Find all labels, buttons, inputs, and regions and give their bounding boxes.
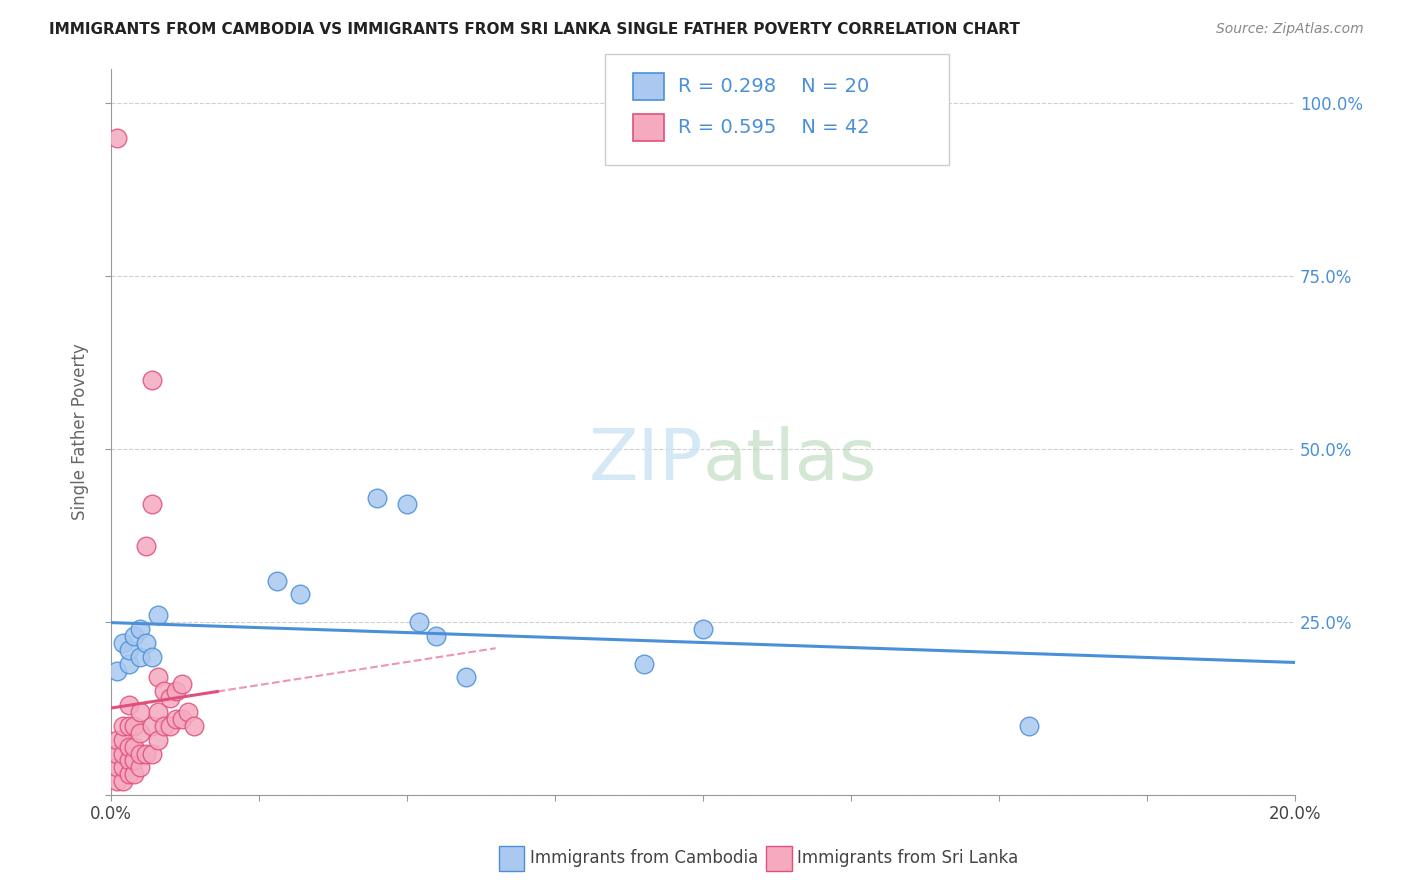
Point: [454, 670, 477, 684]
Point: [117, 642, 139, 657]
Point: [141, 373, 163, 387]
Point: [633, 657, 655, 671]
Point: [117, 767, 139, 781]
Point: [165, 684, 187, 698]
Point: [124, 719, 146, 733]
Point: [141, 747, 163, 761]
Point: [408, 615, 430, 629]
Point: [1018, 719, 1040, 733]
Point: [111, 732, 134, 747]
Text: Source: ZipAtlas.com: Source: ZipAtlas.com: [1216, 22, 1364, 37]
Point: [159, 719, 181, 733]
Text: R = 0.595    N = 42: R = 0.595 N = 42: [678, 118, 869, 137]
Point: [111, 774, 134, 789]
Y-axis label: Single Father Poverty: Single Father Poverty: [72, 343, 89, 520]
Point: [117, 719, 139, 733]
Point: [111, 636, 134, 650]
Point: [117, 754, 139, 768]
Point: [183, 719, 205, 733]
Text: Immigrants from Sri Lanka: Immigrants from Sri Lanka: [797, 849, 1018, 867]
Point: [146, 732, 169, 747]
Point: [170, 712, 193, 726]
Point: [129, 747, 152, 761]
Point: [129, 760, 152, 774]
Point: [117, 739, 139, 754]
Point: [124, 754, 146, 768]
Text: R = 0.298    N = 20: R = 0.298 N = 20: [678, 77, 869, 96]
Point: [135, 747, 157, 761]
Point: [141, 719, 163, 733]
Point: [129, 649, 152, 664]
Point: [290, 587, 312, 601]
Point: [146, 705, 169, 719]
Point: [165, 712, 187, 726]
Text: Immigrants from Cambodia: Immigrants from Cambodia: [530, 849, 758, 867]
Point: [135, 539, 157, 553]
Point: [141, 649, 163, 664]
Point: [124, 767, 146, 781]
Point: [105, 732, 128, 747]
Point: [117, 698, 139, 712]
Point: [141, 498, 163, 512]
Point: [135, 636, 157, 650]
Point: [105, 130, 128, 145]
Point: [105, 774, 128, 789]
Point: [146, 670, 169, 684]
Point: [129, 726, 152, 740]
Point: [266, 574, 288, 588]
Point: [105, 747, 128, 761]
Point: [146, 608, 169, 623]
Point: [177, 705, 200, 719]
Point: [124, 629, 146, 643]
Point: [425, 629, 447, 643]
Point: [153, 719, 176, 733]
Text: atlas: atlas: [703, 426, 877, 495]
Point: [395, 498, 418, 512]
Point: [105, 664, 128, 678]
Point: [105, 760, 128, 774]
Point: [111, 719, 134, 733]
Point: [111, 760, 134, 774]
Point: [170, 677, 193, 691]
Point: [159, 691, 181, 706]
Point: [366, 491, 388, 505]
Point: [111, 747, 134, 761]
Text: IMMIGRANTS FROM CAMBODIA VS IMMIGRANTS FROM SRI LANKA SINGLE FATHER POVERTY CORR: IMMIGRANTS FROM CAMBODIA VS IMMIGRANTS F…: [49, 22, 1021, 37]
Point: [117, 657, 139, 671]
Point: [124, 739, 146, 754]
Point: [153, 684, 176, 698]
Point: [129, 705, 152, 719]
Text: ZIP: ZIP: [588, 426, 703, 495]
Point: [129, 622, 152, 636]
Point: [692, 622, 714, 636]
